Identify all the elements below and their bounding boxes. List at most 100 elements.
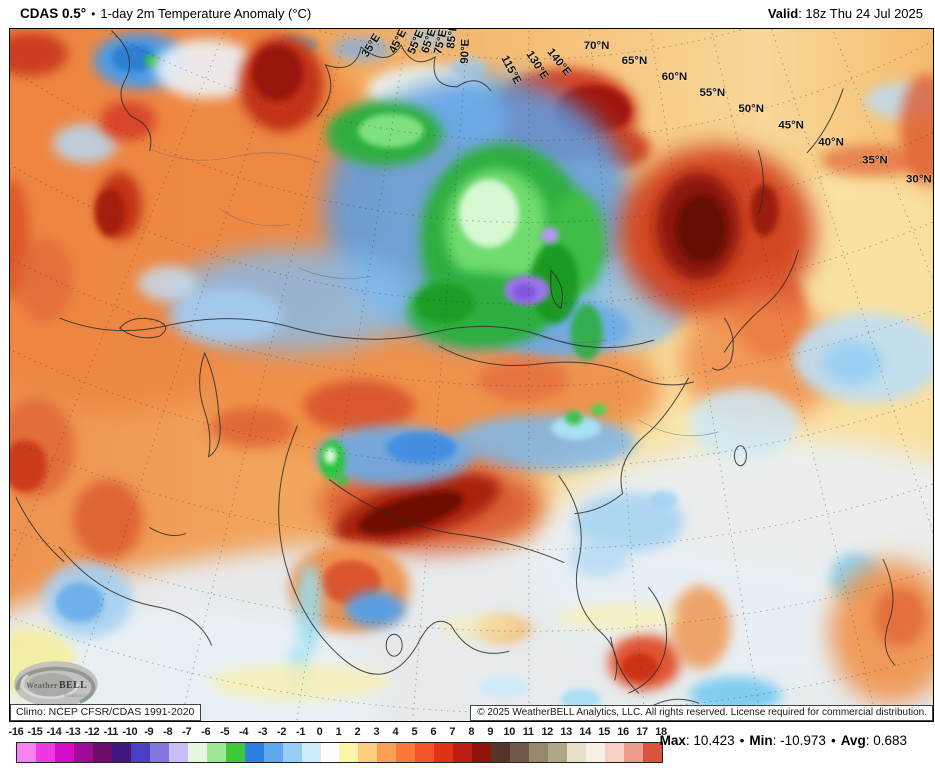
colorbar bbox=[16, 742, 663, 763]
legend-tick: 1 bbox=[335, 726, 342, 738]
legend-tick: 16 bbox=[617, 726, 629, 738]
legend-cell bbox=[358, 743, 378, 762]
lon-label: 90°E bbox=[459, 38, 472, 64]
stats-line: Max: 10.423 • Min: -10.973 • Avg: 0.683 bbox=[660, 733, 907, 748]
legend-cell bbox=[415, 743, 435, 762]
svg-text:WeatherBELL: WeatherBELL bbox=[26, 680, 87, 691]
legend-cell bbox=[17, 743, 36, 762]
legend-cell bbox=[111, 743, 131, 762]
legend-cell bbox=[244, 743, 264, 762]
legend-cell bbox=[301, 743, 321, 762]
copyright-note: © 2025 WeatherBELL Analytics, LLC. All r… bbox=[470, 704, 933, 721]
legend-cell bbox=[586, 743, 606, 762]
temperature-anomaly-raster: WeatherBELL Analytics LLC 70°N 65°N 60°N 55… bbox=[10, 29, 933, 721]
legend-tick: 15 bbox=[598, 726, 610, 738]
logo-weather: Weather bbox=[26, 681, 58, 690]
legend-tick: 10 bbox=[503, 726, 516, 738]
title-text: 1-day 2m Temperature Anomaly (°C) bbox=[100, 6, 312, 21]
legend-cell bbox=[225, 743, 245, 762]
lon-label: 85°E bbox=[445, 29, 460, 49]
legend-cell bbox=[491, 743, 511, 762]
legend-tick: -16 bbox=[8, 726, 24, 738]
legend-cell bbox=[187, 743, 207, 762]
legend-tick: 14 bbox=[579, 726, 591, 738]
legend-cell bbox=[548, 743, 568, 762]
legend-cell bbox=[35, 743, 55, 762]
legend-cell bbox=[168, 743, 188, 762]
logo-bell: BELL bbox=[59, 680, 87, 691]
legend-cell bbox=[339, 743, 359, 762]
legend-tick: -9 bbox=[144, 726, 154, 738]
legend-tick: 2 bbox=[354, 726, 361, 738]
legend-tick: 12 bbox=[541, 726, 553, 738]
legend-tick: -11 bbox=[103, 726, 119, 738]
legend-tick: -15 bbox=[27, 726, 43, 738]
lat-label: 40°N bbox=[818, 137, 844, 149]
colorbar-tick-labels: -16 -15 -14 -13 -12 -11 -10 -9 -8 -7 -6 -5 -4 -3 -2 -1 0… bbox=[9, 726, 668, 740]
legend-cell bbox=[54, 743, 74, 762]
avg-label: Avg bbox=[840, 733, 866, 748]
legend-cell bbox=[377, 743, 397, 762]
lat-label: 60°N bbox=[662, 71, 688, 83]
legend-tick: 0 bbox=[316, 726, 323, 738]
legend-cell bbox=[92, 743, 112, 762]
legend-tick: -7 bbox=[182, 726, 192, 738]
weather-map: WeatherBELL Analytics LLC 70°N 65°N 60°N 55… bbox=[9, 28, 934, 722]
legend-cell bbox=[624, 743, 643, 762]
legend-cell bbox=[510, 743, 530, 762]
logo-tagline: Analytics LLC bbox=[64, 693, 92, 698]
legend-tick: -12 bbox=[84, 726, 100, 738]
valid-value: : 18z Thu 24 Jul 2025 bbox=[798, 6, 923, 21]
legend-tick: -3 bbox=[258, 726, 268, 738]
legend-cell bbox=[567, 743, 587, 762]
valid-label: Valid bbox=[767, 6, 799, 21]
climo-note: Climo: NCEP CFSR/CDAS 1991-2020 bbox=[10, 704, 202, 721]
legend-tick: -13 bbox=[65, 726, 81, 738]
header-bar: CDAS 0.5° • 1-day 2m Temperature Anomaly (… bbox=[0, 0, 935, 28]
legend-tick: -8 bbox=[163, 726, 173, 738]
legend-tick: 6 bbox=[430, 726, 437, 738]
legend-cell bbox=[605, 743, 624, 762]
legend-cell bbox=[206, 743, 226, 762]
legend-tick: 7 bbox=[449, 726, 456, 738]
legend-tick: -5 bbox=[220, 726, 230, 738]
legend-tick: 3 bbox=[373, 726, 380, 738]
legend-cell bbox=[130, 743, 150, 762]
weatherbell-logo: WeatherBELL Analytics LLC bbox=[13, 661, 98, 708]
admin-borders bbox=[149, 148, 719, 437]
legend-cell bbox=[396, 743, 416, 762]
legend-cell bbox=[73, 743, 93, 762]
lat-label: 35°N bbox=[862, 155, 888, 167]
lat-label: 50°N bbox=[738, 103, 764, 115]
max-value: : 10.423 bbox=[685, 733, 735, 748]
lat-label: 45°N bbox=[778, 120, 804, 132]
stats-bullet-1: • bbox=[739, 733, 745, 748]
max-label: Max bbox=[659, 733, 686, 748]
legend-tick: -4 bbox=[239, 726, 249, 738]
legend-cell bbox=[263, 743, 283, 762]
lat-label: 70°N bbox=[584, 40, 610, 52]
min-label: Min bbox=[749, 733, 773, 748]
lat-label: 65°N bbox=[622, 55, 648, 67]
legend-cell bbox=[642, 743, 662, 762]
valid-time: Valid: 18z Thu 24 Jul 2025 bbox=[768, 6, 923, 21]
legend-tick: 4 bbox=[392, 726, 399, 738]
title-bullet: • bbox=[91, 7, 96, 21]
legend-tick: -10 bbox=[122, 726, 138, 738]
legend-tick: 13 bbox=[560, 726, 572, 738]
legend-tick: -2 bbox=[276, 726, 287, 738]
stats-bullet-2: • bbox=[830, 733, 836, 748]
legend-tick: 11 bbox=[522, 726, 534, 738]
product-name: CDAS 0.5° bbox=[20, 6, 87, 21]
legend-cell bbox=[453, 743, 473, 762]
map-title: CDAS 0.5° • 1-day 2m Temperature Anomaly (… bbox=[20, 6, 311, 21]
legend-cell bbox=[149, 743, 169, 762]
lat-label: 30°N bbox=[906, 174, 932, 186]
legend-tick: -14 bbox=[46, 726, 62, 738]
legend-tick: 18 bbox=[655, 726, 667, 738]
legend-tick: -6 bbox=[201, 726, 211, 738]
legend-cell bbox=[434, 743, 454, 762]
min-value: : -10.973 bbox=[772, 733, 826, 748]
legend-tick: 9 bbox=[487, 726, 494, 738]
legend-tick: 5 bbox=[411, 726, 418, 738]
